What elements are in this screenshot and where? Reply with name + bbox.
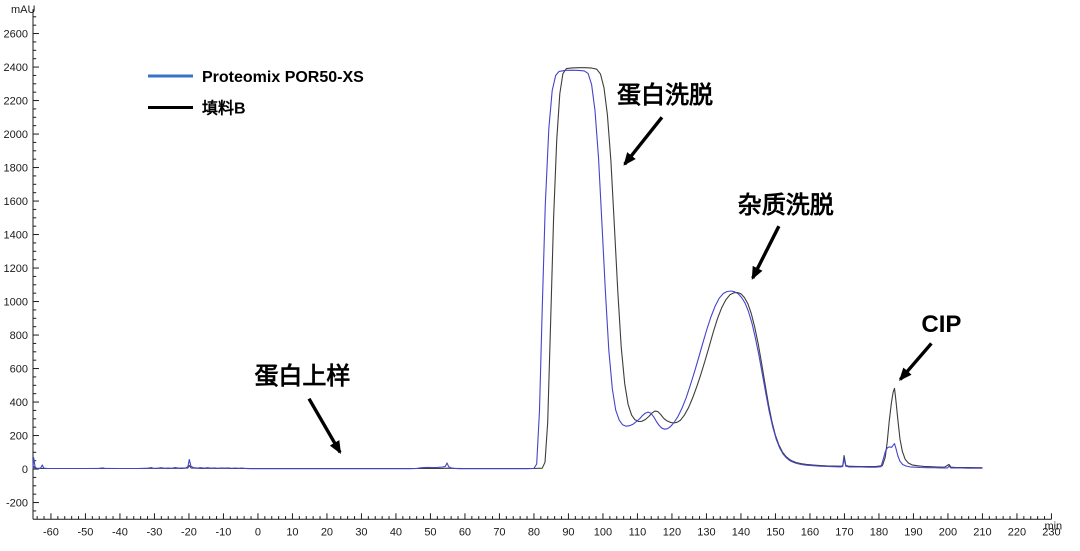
x-tick-label: 10: [286, 526, 298, 538]
x-tick-label: 30: [355, 526, 367, 538]
x-tick-label: 100: [594, 526, 612, 538]
series-填料b: [32, 67, 983, 470]
y-tick-label: 1400: [4, 230, 28, 242]
y-tick-label: 2200: [4, 96, 28, 108]
x-tick-label: -50: [77, 526, 93, 538]
y-tick-label: -200: [6, 498, 28, 510]
x-tick-label: -60: [43, 526, 59, 538]
x-tick-label: 40: [390, 526, 402, 538]
x-tick-label: -30: [146, 526, 162, 538]
axis-tick-labels: -60 -50 -40 -30 -20 -10 0 10 20 30 40 50 60 70 80 90 100…: [4, 29, 1061, 539]
annotation-cip: CIP: [899, 311, 961, 381]
x-tick-label: 150: [766, 526, 784, 538]
x-tick-label: -10: [215, 526, 231, 538]
x-tick-label: 60: [459, 526, 471, 538]
x-tick-label: 0: [255, 526, 261, 538]
annotation-arrow-protein-elution: [623, 116, 664, 166]
legend-label-1: 填料B: [202, 99, 246, 118]
x-tick-label: 160: [801, 526, 819, 538]
y-tick-label: 400: [10, 397, 28, 409]
x-tick-label: 210: [973, 526, 991, 538]
annotation-text-cip: CIP: [921, 311, 961, 338]
y-tick-label: 2600: [4, 29, 28, 41]
x-tick-label: 200: [939, 526, 957, 538]
x-tick-label: 170: [835, 526, 853, 538]
x-axis-unit-label: min: [1044, 520, 1062, 532]
y-tick-label: 800: [10, 330, 28, 342]
y-tick-label: 1000: [4, 297, 28, 309]
y-tick-label: 1800: [4, 163, 28, 175]
x-tick-label: 180: [870, 526, 888, 538]
series-group: [32, 67, 983, 470]
x-tick-label: 120: [663, 526, 681, 538]
x-tick-label: -20: [181, 526, 197, 538]
axis-ticks: [33, 16, 1052, 520]
annotation-text-protein-elution: 蛋白洗脱: [617, 81, 713, 109]
axes: [32, 9, 1052, 520]
annotation-arrow-cip: [899, 342, 933, 381]
annotation-protein-elution: 蛋白洗脱: [617, 81, 713, 166]
annotation-impurity-elution: 杂质洗脱: [738, 191, 834, 280]
x-tick-label: 80: [528, 526, 540, 538]
annotation-arrow-impurity-elution: [751, 225, 781, 280]
x-tick-label: 140: [732, 526, 750, 538]
y-tick-label: 200: [10, 431, 28, 443]
legend: Proteomix POR50-XS 填料B: [148, 69, 364, 118]
x-tick-label: 130: [697, 526, 715, 538]
x-tick-label: 190: [904, 526, 922, 538]
y-tick-label: 2400: [4, 62, 28, 74]
annotation-text-impurity-elution: 杂质洗脱: [738, 191, 834, 219]
series-proteomix-por50-xs: [32, 69, 983, 470]
x-tick-label: 20: [321, 526, 333, 538]
y-axis-unit-label: mAU: [11, 4, 36, 16]
y-tick-label: 1600: [4, 196, 28, 208]
x-tick-label: 230: [1042, 526, 1060, 538]
y-tick-label: 0: [22, 464, 28, 476]
y-tick-label: 600: [10, 364, 28, 376]
y-tick-label: 2000: [4, 129, 28, 141]
y-tick-label: 1200: [4, 263, 28, 275]
x-tick-label: 70: [493, 526, 505, 538]
annotation-protein-loading: 蛋白上样: [254, 362, 350, 455]
x-tick-label: -40: [112, 526, 128, 538]
x-tick-label: 50: [424, 526, 436, 538]
annotation-text-protein-loading: 蛋白上样: [254, 362, 350, 390]
x-tick-label: 90: [562, 526, 574, 538]
legend-label-0: Proteomix POR50-XS: [202, 69, 364, 86]
annotation-arrow-protein-loading: [307, 397, 342, 455]
x-tick-label: 220: [1008, 526, 1026, 538]
x-tick-label: 110: [629, 526, 647, 538]
